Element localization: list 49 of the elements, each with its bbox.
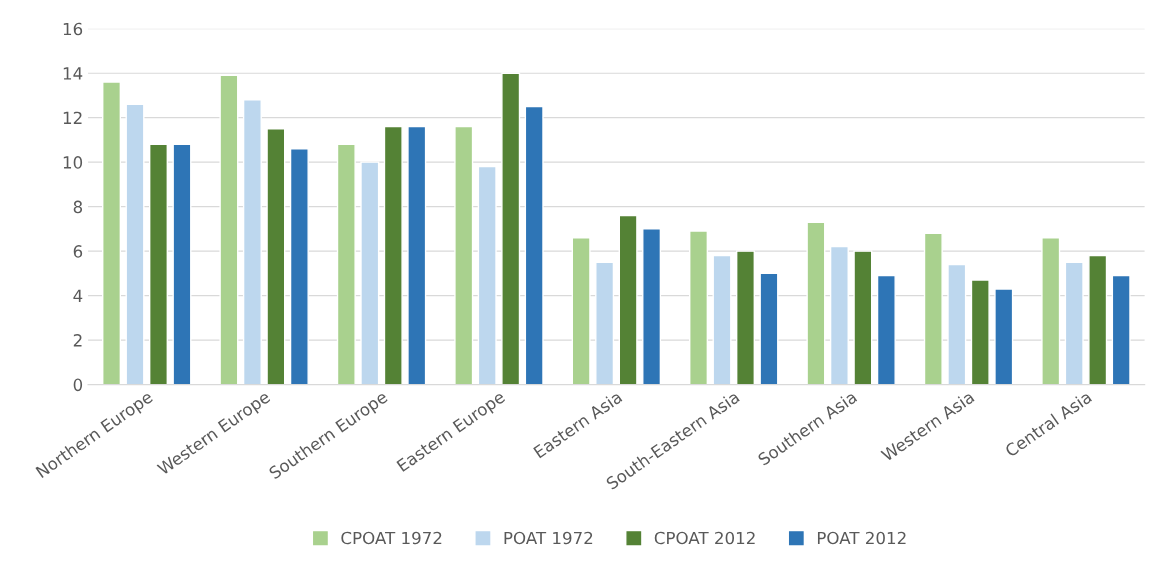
bar	[266, 128, 286, 385]
y-tick-label: 6	[73, 245, 83, 258]
bar	[571, 237, 591, 385]
y-tick-label: 14	[63, 67, 83, 80]
y-tick-label: 0	[73, 378, 83, 392]
bar	[712, 254, 732, 385]
bar	[1041, 237, 1061, 385]
bar	[242, 99, 262, 385]
bar	[289, 148, 309, 385]
bar	[829, 245, 849, 385]
bar	[125, 103, 145, 385]
bar	[148, 143, 168, 385]
bar	[947, 263, 967, 385]
bar	[407, 125, 427, 385]
legend-label: CPOAT 1972	[341, 531, 442, 545]
bar	[735, 250, 755, 385]
bar	[595, 261, 615, 385]
bar	[524, 105, 544, 385]
bar	[501, 72, 521, 385]
bar	[1088, 254, 1108, 385]
bar	[689, 230, 709, 385]
bar	[970, 279, 990, 385]
bar	[477, 165, 497, 385]
bar	[1111, 274, 1131, 385]
legend-label: POAT 2012	[817, 531, 906, 545]
bar	[876, 274, 896, 385]
bar	[336, 143, 356, 385]
y-tick-label: 8	[73, 200, 83, 214]
y-tick-label: 2	[73, 334, 82, 347]
bar	[618, 214, 638, 385]
bar	[806, 221, 826, 385]
bar	[383, 125, 403, 385]
y-tick-label: 4	[73, 289, 83, 302]
bar	[172, 143, 192, 385]
bar	[454, 125, 474, 385]
bar	[853, 250, 873, 385]
legend-label: CPOAT 2012	[654, 531, 755, 545]
y-tick-label: 10	[63, 156, 83, 169]
bar	[1064, 261, 1084, 385]
bar	[994, 288, 1014, 385]
bar	[759, 272, 779, 385]
bar	[219, 74, 239, 385]
bar	[642, 228, 662, 385]
bar	[102, 81, 122, 385]
bar	[360, 161, 380, 385]
y-tick-label: 12	[63, 111, 82, 124]
bar	[923, 232, 943, 385]
y-tick-label: 16	[63, 22, 83, 36]
legend-label: POAT 1972	[504, 531, 593, 545]
